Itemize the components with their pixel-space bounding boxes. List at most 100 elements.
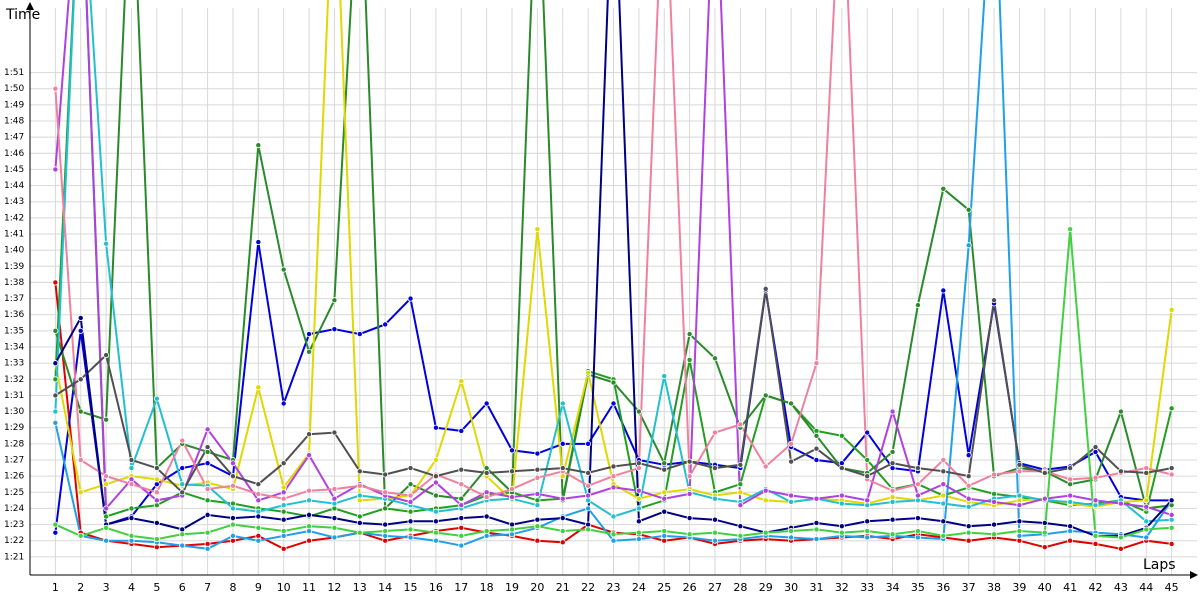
point bbox=[103, 537, 110, 544]
point bbox=[914, 534, 921, 541]
point bbox=[356, 529, 363, 536]
point bbox=[991, 490, 998, 497]
point bbox=[965, 206, 972, 213]
point bbox=[838, 529, 845, 536]
point bbox=[762, 529, 769, 536]
point bbox=[1092, 502, 1099, 509]
point bbox=[788, 440, 795, 447]
point bbox=[407, 481, 414, 488]
point bbox=[128, 532, 135, 539]
point bbox=[280, 532, 287, 539]
point bbox=[483, 494, 490, 501]
point bbox=[889, 408, 896, 415]
point bbox=[1092, 474, 1099, 481]
point bbox=[635, 408, 642, 415]
point bbox=[356, 513, 363, 520]
point bbox=[889, 516, 896, 523]
point bbox=[813, 536, 820, 543]
point bbox=[711, 495, 718, 502]
point bbox=[153, 519, 160, 526]
point bbox=[509, 526, 516, 533]
point bbox=[204, 486, 211, 493]
point bbox=[711, 429, 718, 436]
point bbox=[255, 537, 262, 544]
point bbox=[585, 505, 592, 512]
point bbox=[128, 515, 135, 522]
point bbox=[204, 511, 211, 518]
y-tick-label: 1:35 bbox=[4, 326, 24, 336]
x-tick-label: 21 bbox=[556, 581, 570, 594]
point bbox=[280, 508, 287, 515]
y-tick-label: 1:40 bbox=[4, 246, 24, 256]
point bbox=[838, 432, 845, 439]
point bbox=[179, 481, 186, 488]
point bbox=[229, 515, 236, 522]
point bbox=[1067, 226, 1074, 233]
point bbox=[889, 460, 896, 467]
point bbox=[940, 492, 947, 499]
point bbox=[153, 544, 160, 551]
x-tick-label: 16 bbox=[429, 581, 443, 594]
point bbox=[1143, 497, 1150, 504]
point bbox=[204, 460, 211, 467]
point bbox=[179, 465, 186, 472]
point bbox=[458, 466, 465, 473]
point bbox=[382, 528, 389, 535]
point bbox=[509, 531, 516, 538]
point bbox=[458, 524, 465, 531]
point bbox=[382, 471, 389, 478]
point bbox=[534, 474, 541, 481]
point bbox=[788, 400, 795, 407]
point bbox=[407, 518, 414, 525]
point bbox=[838, 492, 845, 499]
point bbox=[991, 471, 998, 478]
point bbox=[306, 537, 313, 544]
point bbox=[407, 465, 414, 472]
point bbox=[1117, 534, 1124, 541]
point bbox=[1168, 405, 1175, 412]
point bbox=[509, 494, 516, 501]
point bbox=[432, 492, 439, 499]
point bbox=[153, 536, 160, 543]
point bbox=[229, 460, 236, 467]
point bbox=[762, 497, 769, 504]
point bbox=[711, 516, 718, 523]
point bbox=[813, 519, 820, 526]
point bbox=[280, 495, 287, 502]
point bbox=[965, 529, 972, 536]
point bbox=[179, 542, 186, 549]
point bbox=[1041, 495, 1048, 502]
point bbox=[255, 490, 262, 497]
point bbox=[585, 469, 592, 476]
point bbox=[940, 287, 947, 294]
point bbox=[686, 473, 693, 480]
point bbox=[737, 461, 744, 468]
point bbox=[356, 492, 363, 499]
point bbox=[432, 508, 439, 515]
point bbox=[52, 521, 59, 528]
point bbox=[1168, 465, 1175, 472]
point bbox=[331, 495, 338, 502]
point bbox=[559, 440, 566, 447]
point bbox=[585, 497, 592, 504]
point bbox=[229, 521, 236, 528]
point bbox=[838, 460, 845, 467]
point bbox=[179, 526, 186, 533]
point bbox=[128, 537, 135, 544]
y-tick-label: 1:37 bbox=[4, 294, 24, 304]
point bbox=[77, 376, 84, 383]
point bbox=[255, 384, 262, 391]
point bbox=[407, 498, 414, 505]
point bbox=[229, 505, 236, 512]
point bbox=[356, 468, 363, 475]
point bbox=[991, 531, 998, 538]
point bbox=[1067, 523, 1074, 530]
point bbox=[103, 505, 110, 512]
point bbox=[483, 513, 490, 520]
point bbox=[204, 540, 211, 547]
point bbox=[153, 502, 160, 509]
point bbox=[1092, 497, 1099, 504]
x-tick-label: 12 bbox=[327, 581, 341, 594]
point bbox=[940, 185, 947, 192]
point bbox=[1067, 528, 1074, 535]
